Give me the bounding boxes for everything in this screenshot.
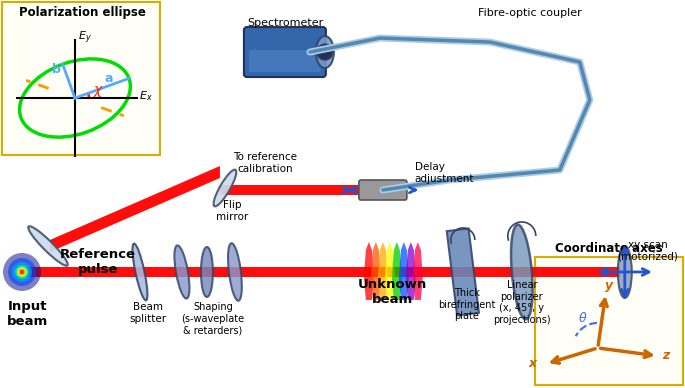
Ellipse shape: [511, 225, 533, 319]
Ellipse shape: [175, 245, 190, 299]
Ellipse shape: [214, 170, 236, 206]
Text: Coordinate axes: Coordinate axes: [555, 242, 662, 255]
Circle shape: [12, 262, 32, 282]
Polygon shape: [399, 242, 409, 300]
FancyBboxPatch shape: [359, 180, 407, 200]
Text: xy scan
(motorized): xy scan (motorized): [617, 240, 678, 262]
Text: $E_x$: $E_x$: [139, 89, 153, 103]
Text: Linear
polarizer
(x, 45°, y
projections): Linear polarizer (x, 45°, y projections): [493, 280, 551, 325]
Text: $\theta$: $\theta$: [578, 311, 587, 325]
Polygon shape: [447, 229, 479, 315]
Text: Unknown
beam: Unknown beam: [358, 278, 427, 306]
Text: Beam
splitter: Beam splitter: [129, 302, 166, 324]
FancyBboxPatch shape: [18, 267, 620, 277]
Polygon shape: [385, 242, 395, 300]
Text: Flip
mirror: Flip mirror: [216, 200, 248, 222]
FancyBboxPatch shape: [220, 185, 383, 195]
Text: Reference
pulse: Reference pulse: [60, 248, 136, 276]
Text: Input
beam: Input beam: [8, 300, 49, 328]
Circle shape: [19, 269, 25, 275]
FancyBboxPatch shape: [249, 50, 321, 72]
Text: Shaping
(s-waveplate
& retarders): Shaping (s-waveplate & retarders): [182, 302, 245, 335]
Circle shape: [17, 267, 27, 277]
Polygon shape: [378, 242, 388, 300]
Polygon shape: [392, 242, 402, 300]
Text: $\chi$: $\chi$: [93, 84, 104, 99]
Text: To reference
calibration: To reference calibration: [233, 152, 297, 173]
Ellipse shape: [228, 243, 242, 301]
Polygon shape: [50, 166, 220, 252]
Text: Polarization ellipse: Polarization ellipse: [18, 6, 145, 19]
Polygon shape: [371, 242, 381, 300]
Circle shape: [15, 265, 29, 279]
Text: x: x: [529, 357, 537, 371]
Text: $E_y$: $E_y$: [78, 29, 92, 46]
Polygon shape: [413, 242, 423, 300]
Polygon shape: [364, 242, 374, 300]
FancyBboxPatch shape: [2, 2, 160, 155]
Text: z: z: [662, 350, 669, 362]
Circle shape: [20, 270, 24, 274]
Text: Delay
adjustment: Delay adjustment: [415, 162, 474, 184]
Ellipse shape: [618, 246, 632, 298]
FancyBboxPatch shape: [244, 27, 326, 77]
FancyBboxPatch shape: [535, 257, 683, 385]
Ellipse shape: [316, 36, 334, 68]
Circle shape: [317, 44, 333, 60]
Text: b: b: [52, 64, 61, 76]
Text: y: y: [605, 279, 613, 293]
Polygon shape: [406, 242, 416, 300]
Text: Thick
birefringent
plate: Thick birefringent plate: [438, 288, 495, 321]
Text: a: a: [105, 72, 113, 85]
Ellipse shape: [201, 247, 213, 297]
Circle shape: [8, 258, 36, 286]
Text: Fibre-optic coupler: Fibre-optic coupler: [478, 8, 582, 18]
Text: Spectrometer: Spectrometer: [247, 18, 323, 28]
Ellipse shape: [132, 244, 147, 300]
Ellipse shape: [28, 226, 68, 266]
Circle shape: [3, 253, 41, 291]
